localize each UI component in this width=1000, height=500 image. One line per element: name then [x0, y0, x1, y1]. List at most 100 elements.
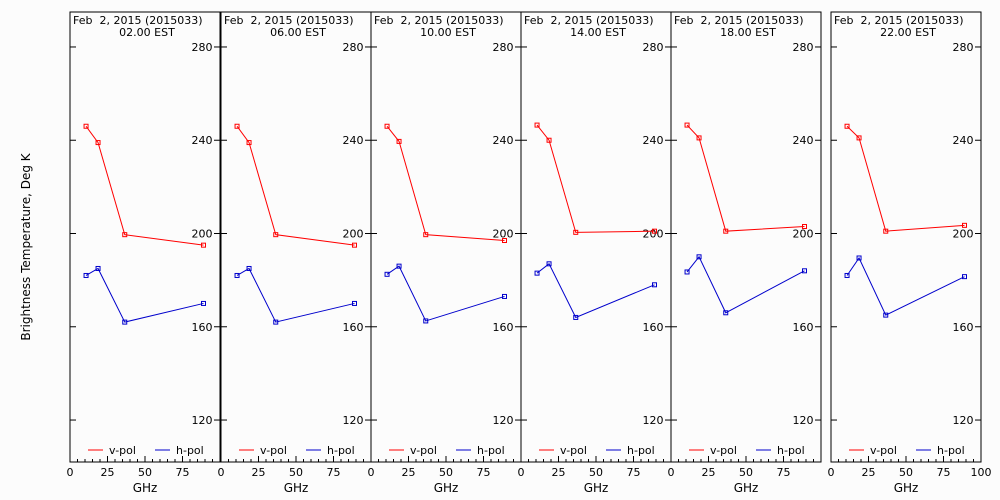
data-point-h-pol [652, 282, 657, 288]
y-tick-label: 200 [953, 228, 974, 241]
x-tick-label: 50 [439, 466, 453, 479]
legend-label-h-pol: h-pol [777, 444, 805, 457]
x-tick-label: 25 [252, 466, 266, 479]
series-line-h-pol [536, 263, 655, 319]
chart-panels: Feb 2, 2015 (2015033)02.00 EST1201602002… [67, 11, 992, 495]
data-point-h-pol [396, 263, 402, 269]
data-point-h-pol [546, 261, 552, 267]
data-point-v-pol [396, 138, 402, 144]
legend-label-h-pol: h-pol [627, 444, 655, 457]
panel-time: 18.00 EST [720, 26, 776, 39]
y-tick-label: 120 [953, 414, 974, 427]
x-tick-label: 75 [176, 466, 190, 479]
panel-3: Feb 2, 2015 (2015033)14.00 EST 120 160 200 2… [518, 11, 672, 495]
data-point-h-pol [83, 272, 89, 278]
panel-0: Feb 2, 2015 (2015033)02.00 EST 120 160 200 2… [67, 11, 221, 495]
x-tick-label: 50 [289, 466, 303, 479]
x-tick-label: 0 [67, 466, 74, 479]
y-tick-label: 240 [192, 134, 213, 147]
y-tick-label: 240 [343, 134, 364, 147]
y-tick-label: 160 [192, 321, 213, 334]
legend-label-h-pol: h-pol [937, 444, 965, 457]
data-point-v-pol [696, 135, 702, 141]
x-tick-label: 75 [627, 466, 641, 479]
x-tick-label: 75 [477, 466, 491, 479]
panel-date: Feb 2, 2015 (2015033) [224, 14, 354, 27]
data-point-h-pol [802, 268, 807, 274]
y-tick-label: 280 [343, 41, 364, 54]
panel-date: Feb 2, 2015 (2015033) [834, 14, 964, 27]
y-tick-label: 160 [643, 321, 664, 334]
series-line-v-pol [536, 124, 655, 233]
panel-date: Feb 2, 2015 (2015033) [374, 14, 504, 27]
panel-1: Feb 2, 2015 (2015033)06.00 EST 120 160 200 2… [218, 11, 372, 495]
data-point-h-pol [122, 319, 128, 325]
data-point-v-pol [201, 242, 206, 248]
data-point-v-pol [273, 232, 279, 238]
y-tick-label: 120 [643, 414, 664, 427]
x-tick-label: 25 [702, 466, 716, 479]
x-axis-label: GHz [734, 481, 759, 495]
x-tick-label: 25 [552, 466, 566, 479]
data-point-v-pol [962, 222, 967, 228]
y-tick-label: 200 [793, 228, 814, 241]
data-point-h-pol [534, 270, 540, 276]
panel-time: 22.00 EST [880, 26, 936, 39]
y-tick-label: 280 [192, 41, 213, 54]
panel-2: Feb 2, 2015 (2015033)10.00 EST 120 160 200 2… [368, 11, 522, 495]
y-tick-label: 160 [793, 321, 814, 334]
legend-label-v-pol: v-pol [560, 444, 587, 457]
data-point-v-pol [844, 123, 850, 129]
panel-time: 14.00 EST [570, 26, 626, 39]
x-axis-label: GHz [894, 481, 919, 495]
legend-label-v-pol: v-pol [710, 444, 737, 457]
y-tick-label: 160 [493, 321, 514, 334]
data-point-h-pol [883, 312, 889, 318]
x-axis-label: GHz [584, 481, 609, 495]
data-point-v-pol [352, 242, 357, 248]
data-point-h-pol [684, 269, 690, 275]
x-axis-label: GHz [434, 481, 459, 495]
x-tick-label: 75 [777, 466, 791, 479]
x-tick-label: 0 [828, 466, 835, 479]
data-point-h-pol [246, 265, 252, 271]
y-axis-label: Brightness Temperature, Deg K [19, 152, 33, 340]
panel-time: 10.00 EST [420, 26, 476, 39]
data-point-v-pol [546, 137, 552, 143]
series-line-v-pol [85, 125, 204, 246]
panel-time: 02.00 EST [119, 26, 175, 39]
data-point-v-pol [684, 122, 690, 128]
y-tick-label: 200 [343, 228, 364, 241]
y-tick-label: 200 [643, 228, 664, 241]
series-line-v-pol [846, 125, 965, 232]
x-tick-label: 0 [368, 466, 375, 479]
legend-label-v-pol: v-pol [870, 444, 897, 457]
data-point-v-pol [883, 228, 889, 234]
y-tick-label: 280 [793, 41, 814, 54]
panel-date: Feb 2, 2015 (2015033) [674, 14, 804, 27]
y-tick-label: 280 [643, 41, 664, 54]
data-point-v-pol [573, 229, 579, 235]
y-tick-label: 240 [643, 134, 664, 147]
data-point-v-pol [83, 123, 89, 129]
data-point-v-pol [723, 228, 729, 234]
y-tick-label: 240 [953, 134, 974, 147]
data-point-v-pol [802, 224, 807, 230]
data-point-v-pol [234, 123, 240, 129]
x-tick-label: 25 [862, 466, 876, 479]
data-point-v-pol [856, 135, 862, 141]
x-tick-label: 50 [589, 466, 603, 479]
panel-date: Feb 2, 2015 (2015033) [73, 14, 203, 27]
x-axis-label: GHz [284, 481, 309, 495]
x-tick-label: 0 [518, 466, 525, 479]
y-tick-label: 160 [343, 321, 364, 334]
data-point-h-pol [696, 254, 702, 260]
series-line-h-pol [236, 267, 355, 323]
data-point-h-pol [844, 272, 850, 278]
y-tick-label: 120 [793, 414, 814, 427]
data-point-h-pol [201, 300, 206, 306]
legend-label-v-pol: v-pol [410, 444, 437, 457]
y-tick-label: 200 [192, 228, 213, 241]
series-line-h-pol [386, 265, 505, 322]
data-point-v-pol [652, 228, 657, 234]
